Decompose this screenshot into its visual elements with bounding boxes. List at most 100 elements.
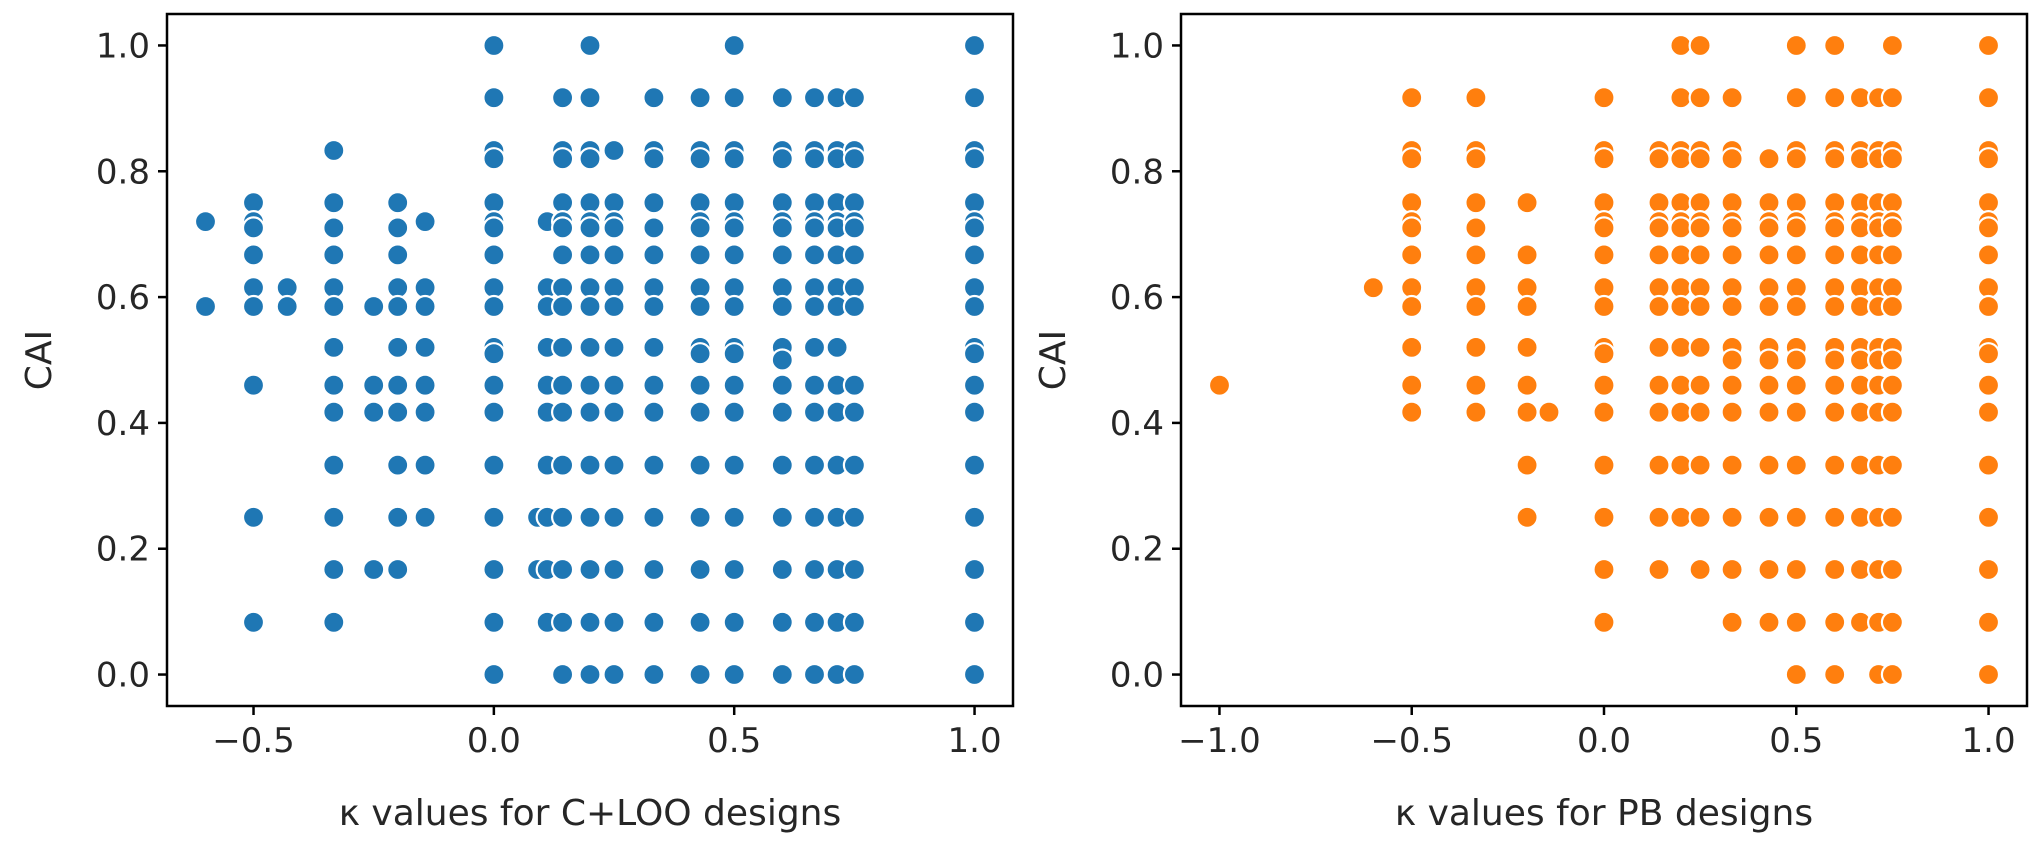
data-point bbox=[322, 453, 346, 477]
data-point bbox=[1757, 610, 1781, 634]
data-point bbox=[770, 610, 794, 634]
data-point bbox=[322, 138, 346, 163]
data-point bbox=[688, 294, 712, 319]
data-point bbox=[482, 294, 506, 319]
data-point bbox=[1720, 373, 1744, 397]
data-point bbox=[1823, 147, 1847, 171]
data-point bbox=[578, 505, 602, 529]
data-point bbox=[825, 335, 849, 359]
data-point bbox=[722, 610, 746, 634]
data-point bbox=[1592, 453, 1616, 477]
data-point bbox=[1976, 557, 2001, 582]
data-point bbox=[578, 243, 602, 267]
data-point bbox=[1784, 373, 1808, 397]
data-point bbox=[1976, 216, 2001, 240]
data-point bbox=[386, 216, 410, 240]
data-point bbox=[1688, 400, 1712, 424]
data-point bbox=[1647, 373, 1671, 397]
data-point bbox=[802, 662, 827, 687]
data-point bbox=[1823, 243, 1847, 267]
y-tick-label: 0.4 bbox=[96, 404, 150, 444]
data-point bbox=[1823, 86, 1847, 110]
data-point bbox=[642, 662, 666, 687]
data-point bbox=[842, 373, 867, 397]
data-point bbox=[722, 33, 746, 58]
data-point bbox=[413, 505, 437, 529]
data-point bbox=[1757, 243, 1781, 267]
data-point bbox=[1647, 335, 1671, 359]
data-point bbox=[802, 335, 827, 359]
data-point bbox=[1669, 400, 1693, 424]
data-point bbox=[770, 243, 794, 267]
data-point bbox=[962, 216, 987, 240]
data-point bbox=[722, 86, 746, 110]
data-point bbox=[962, 373, 987, 397]
data-point bbox=[578, 335, 602, 359]
data-point bbox=[193, 294, 218, 319]
data-point bbox=[1688, 86, 1712, 110]
x-tick-label: −1.0 bbox=[1178, 721, 1261, 761]
data-point bbox=[1464, 400, 1488, 424]
data-point bbox=[842, 453, 867, 477]
data-point bbox=[770, 453, 794, 477]
data-point bbox=[722, 400, 746, 424]
data-point bbox=[241, 243, 266, 267]
data-point bbox=[1592, 342, 1616, 366]
data-point bbox=[1720, 557, 1744, 582]
data-points bbox=[1207, 33, 2001, 687]
data-point bbox=[1669, 335, 1693, 359]
data-point bbox=[482, 243, 506, 267]
data-point bbox=[802, 294, 827, 319]
data-point bbox=[1823, 400, 1847, 424]
data-point bbox=[1880, 505, 1905, 529]
data-point bbox=[842, 216, 867, 240]
data-point bbox=[1880, 610, 1905, 634]
data-point bbox=[1688, 453, 1712, 477]
data-point bbox=[241, 610, 266, 634]
data-point bbox=[322, 373, 346, 397]
y-tick-label: 0.6 bbox=[1110, 278, 1164, 318]
y-tick-label: 1.0 bbox=[96, 26, 150, 66]
data-point bbox=[482, 373, 506, 397]
data-point bbox=[962, 505, 987, 529]
data-point bbox=[722, 453, 746, 477]
data-point bbox=[602, 610, 626, 634]
data-point bbox=[802, 400, 827, 424]
data-point bbox=[688, 147, 712, 171]
data-point bbox=[642, 505, 666, 529]
data-point bbox=[842, 400, 867, 424]
data-point bbox=[1757, 373, 1781, 397]
data-point bbox=[1720, 400, 1744, 424]
data-point bbox=[578, 147, 602, 171]
data-point bbox=[1784, 33, 1808, 58]
data-point bbox=[770, 400, 794, 424]
data-point bbox=[550, 557, 575, 582]
data-point bbox=[578, 216, 602, 240]
data-point bbox=[386, 557, 410, 582]
data-point bbox=[1784, 557, 1808, 582]
data-point bbox=[642, 243, 666, 267]
data-point bbox=[1976, 400, 2001, 424]
data-point bbox=[1784, 147, 1808, 171]
data-point bbox=[1592, 610, 1616, 634]
x-tick-label: −0.5 bbox=[1370, 721, 1453, 761]
data-point bbox=[1647, 453, 1671, 477]
data-point bbox=[322, 243, 346, 267]
data-point bbox=[962, 557, 987, 582]
data-point bbox=[1592, 86, 1616, 110]
data-point bbox=[413, 294, 437, 319]
y-axis-label: CAI bbox=[19, 330, 60, 390]
data-point bbox=[1669, 216, 1693, 240]
data-point bbox=[578, 453, 602, 477]
data-point bbox=[275, 294, 299, 319]
data-point bbox=[1647, 216, 1671, 240]
data-point bbox=[1515, 294, 1539, 319]
data-point bbox=[578, 33, 602, 58]
data-point bbox=[802, 557, 827, 582]
data-point bbox=[1400, 86, 1424, 110]
data-point bbox=[1688, 216, 1712, 240]
data-point bbox=[1784, 243, 1808, 267]
data-point bbox=[642, 400, 666, 424]
data-point bbox=[362, 373, 386, 397]
y-tick-label: 0.4 bbox=[1110, 404, 1164, 444]
